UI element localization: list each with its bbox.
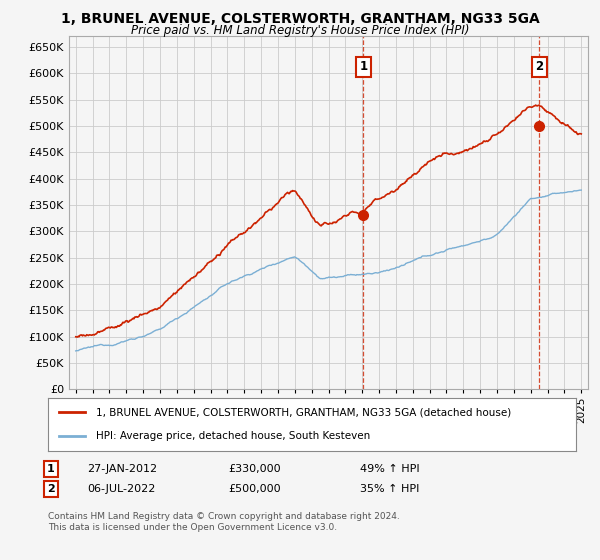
Text: 06-JUL-2022: 06-JUL-2022	[87, 484, 155, 494]
Text: Price paid vs. HM Land Registry's House Price Index (HPI): Price paid vs. HM Land Registry's House …	[131, 24, 469, 36]
Text: 35% ↑ HPI: 35% ↑ HPI	[360, 484, 419, 494]
Text: 1, BRUNEL AVENUE, COLSTERWORTH, GRANTHAM, NG33 5GA (detached house): 1, BRUNEL AVENUE, COLSTERWORTH, GRANTHAM…	[95, 408, 511, 418]
Text: 27-JAN-2012: 27-JAN-2012	[87, 464, 157, 474]
Text: Contains HM Land Registry data © Crown copyright and database right 2024.
This d: Contains HM Land Registry data © Crown c…	[48, 512, 400, 532]
Text: £330,000: £330,000	[228, 464, 281, 474]
Text: 49% ↑ HPI: 49% ↑ HPI	[360, 464, 419, 474]
Text: 2: 2	[535, 60, 544, 73]
Text: HPI: Average price, detached house, South Kesteven: HPI: Average price, detached house, Sout…	[95, 431, 370, 441]
Text: £500,000: £500,000	[228, 484, 281, 494]
Text: 2: 2	[47, 484, 55, 494]
Text: 1: 1	[359, 60, 367, 73]
Text: 1, BRUNEL AVENUE, COLSTERWORTH, GRANTHAM, NG33 5GA: 1, BRUNEL AVENUE, COLSTERWORTH, GRANTHAM…	[61, 12, 539, 26]
Text: 1: 1	[47, 464, 55, 474]
